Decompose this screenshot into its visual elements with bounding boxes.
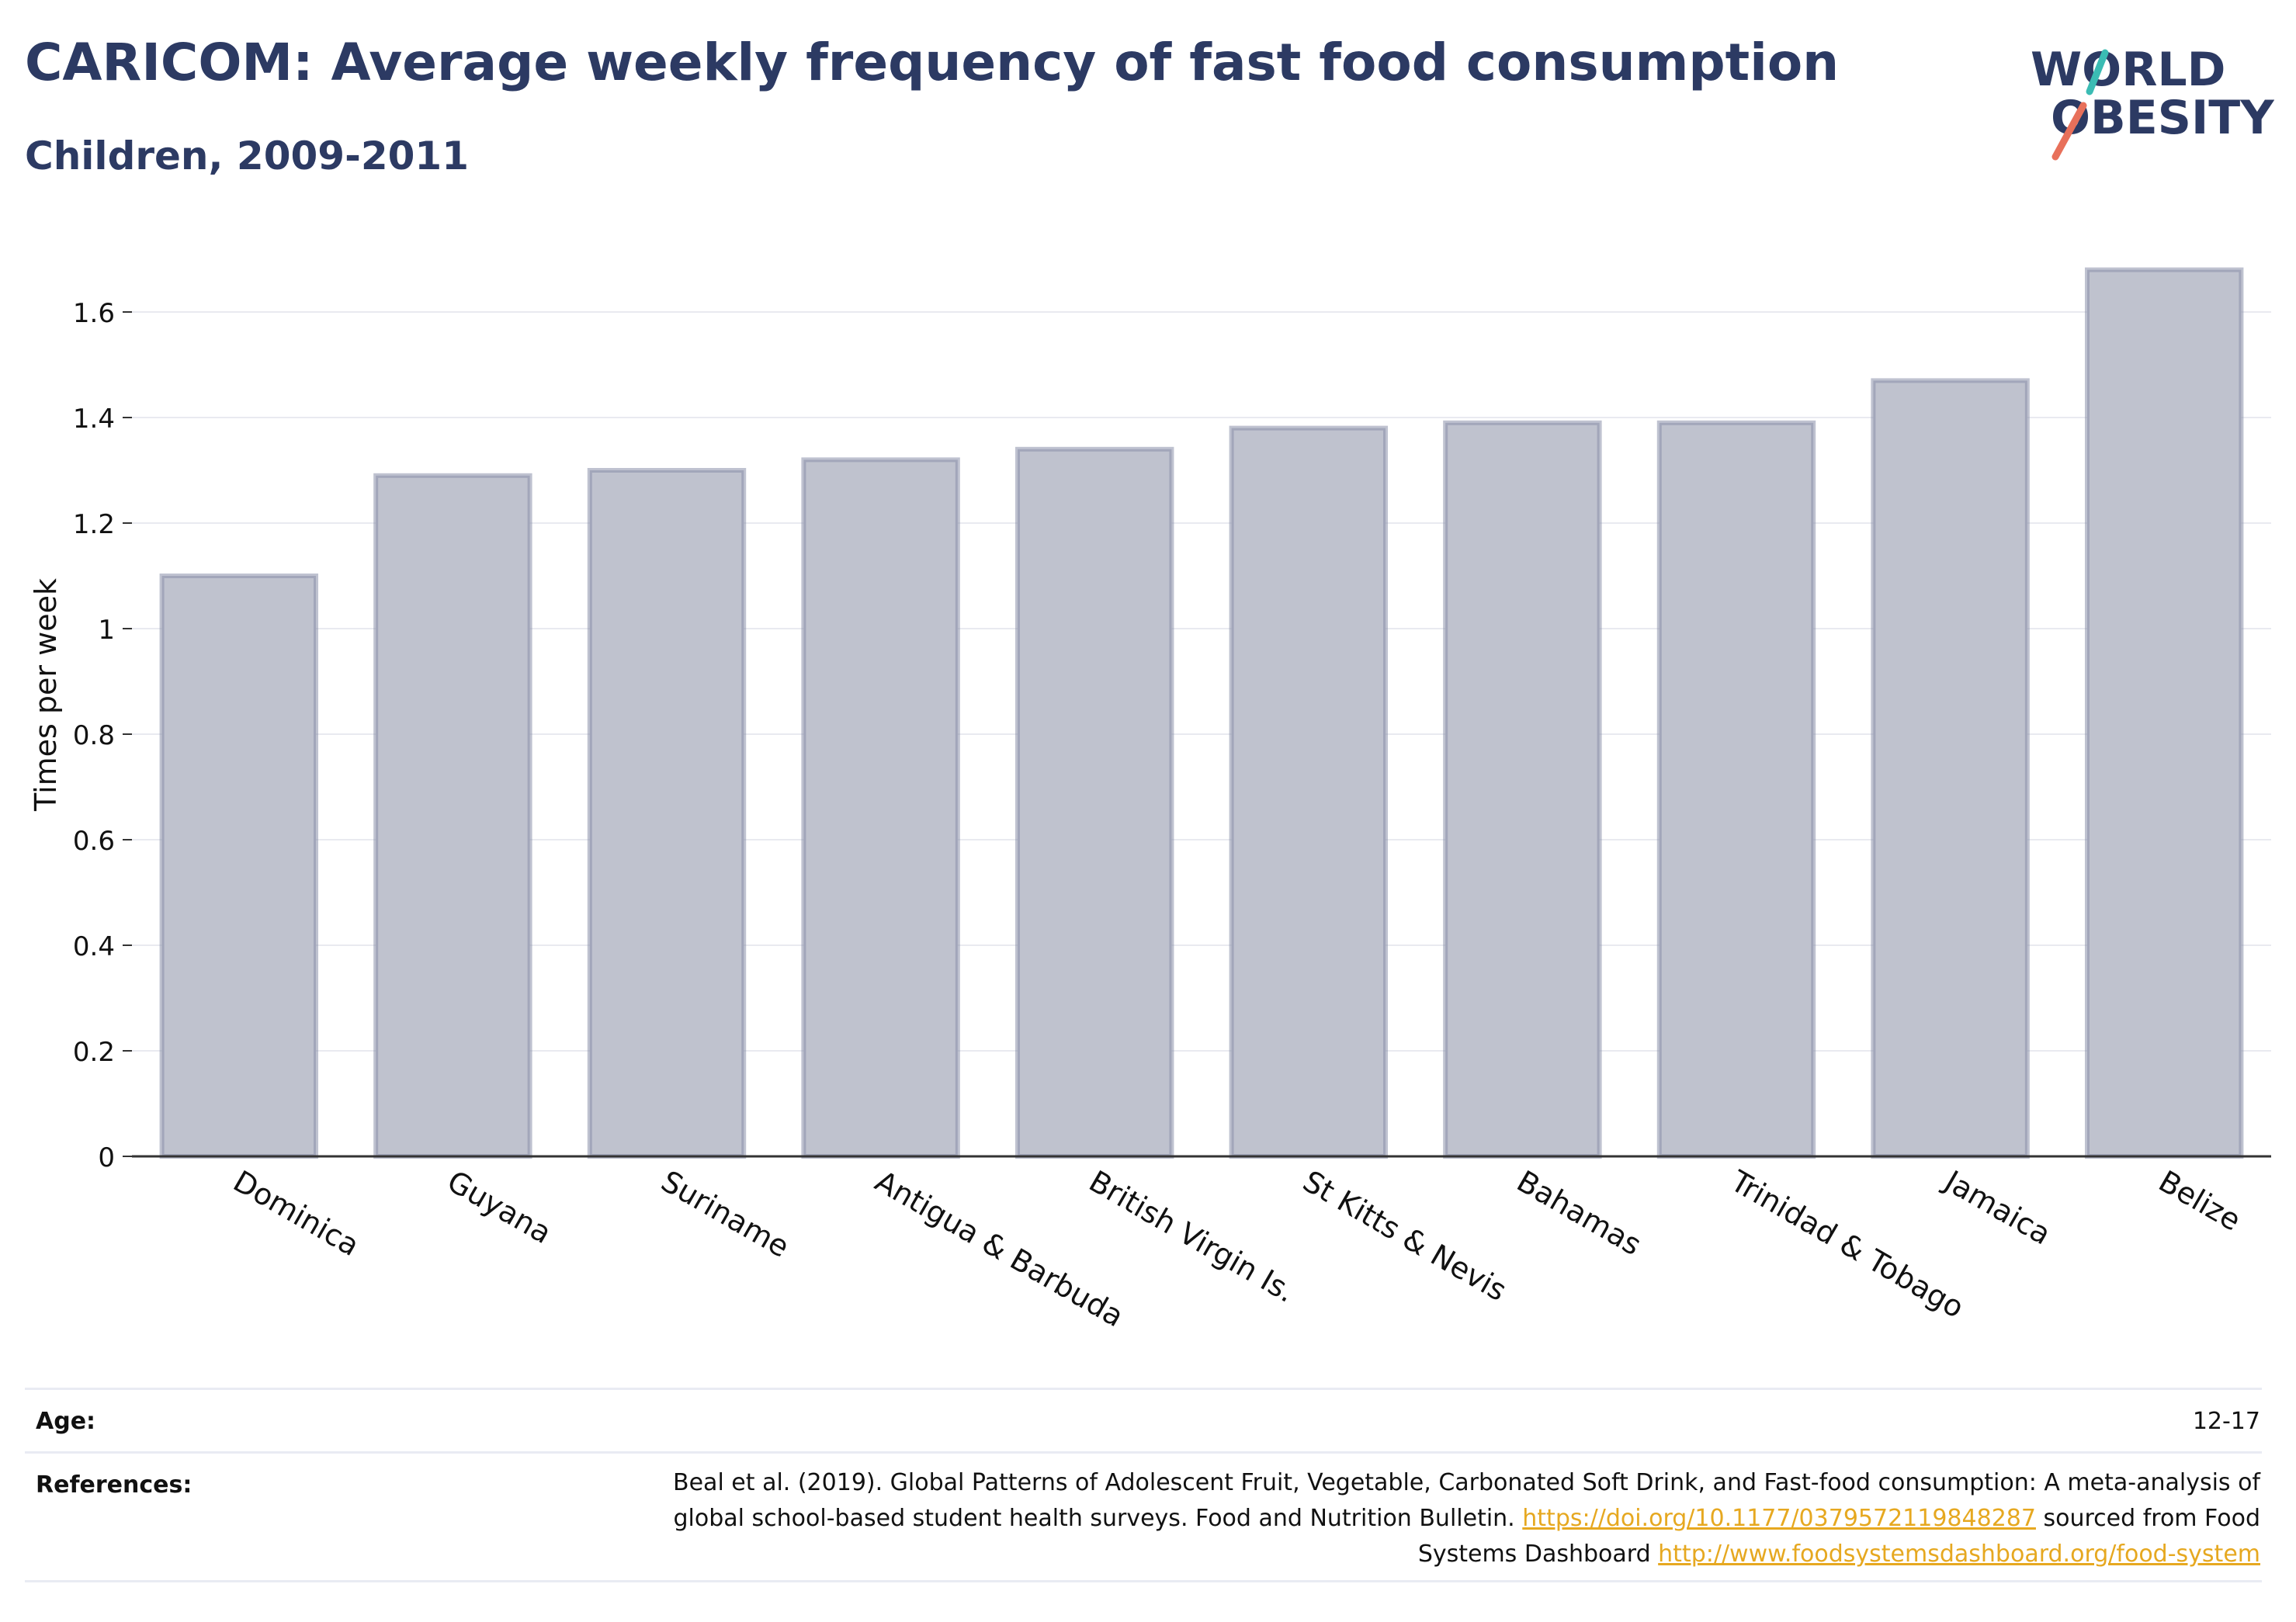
- chart-title: CARICOM: Average weekly frequency of fas…: [25, 33, 1840, 92]
- bar: [159, 574, 319, 1159]
- bar: [1229, 425, 1389, 1159]
- y-tick-label: 1.2: [73, 509, 115, 540]
- y-tick-label: 0.2: [73, 1037, 115, 1068]
- bar: [1014, 446, 1174, 1159]
- bar: [2084, 267, 2244, 1159]
- x-tick-label: Guyana: [442, 1164, 557, 1250]
- age-label: Age:: [36, 1408, 96, 1435]
- world-obesity-logo: WORLD OBESITY: [2031, 43, 2274, 161]
- chart-subtitle: Children, 2009-2011: [25, 133, 469, 178]
- y-tick-label: 0.8: [73, 720, 115, 751]
- logo-slash-bottom: [2051, 102, 2087, 161]
- bar: [801, 457, 960, 1159]
- y-tick-label: 0.4: [73, 931, 115, 962]
- bar: [1871, 378, 2030, 1159]
- x-tick-labels: Dominica Guyana Suriname Antigua & BarbudaB…: [227, 1163, 2246, 1334]
- references-citation: Beal et al. (2019). Global Patterns of A…: [673, 1469, 2260, 1532]
- x-tick-label: Belize: [2153, 1164, 2247, 1238]
- references-text: Beal et al. (2019). Global Patterns of A…: [630, 1465, 2260, 1572]
- bar: [1443, 420, 1602, 1159]
- x-tick-label: St Kitts & Nevis: [1297, 1164, 1512, 1308]
- y-axis-label: Times per week: [29, 578, 63, 812]
- footer-divider-bottom: [25, 1580, 2262, 1582]
- age-value: 12-17: [2192, 1408, 2260, 1435]
- bar: [373, 473, 532, 1159]
- logo-line2: OBESITY: [2051, 91, 2274, 145]
- references-label: References:: [36, 1471, 192, 1499]
- x-tick-label: Trinidad & Tobago: [1725, 1163, 1970, 1325]
- doi-link[interactable]: https://doi.org/10.1177/0379572119848287: [1522, 1505, 2036, 1532]
- bar-chart: 0 0.2 0.4 0.6 0.8 1 1.2 1.4 1.6 Dominica Guyana Su…: [29, 267, 2271, 1334]
- bars: [159, 267, 2244, 1159]
- x-tick-label: Jamaica: [1937, 1163, 2056, 1252]
- dashboard-link[interactable]: http://www.foodsystemsdashboard.org/food…: [1658, 1541, 2260, 1568]
- y-tick-label: 1.4: [73, 404, 115, 435]
- logo-slash-top: [2086, 49, 2109, 95]
- x-tick-label: Bahamas: [1511, 1164, 1647, 1263]
- footer-divider-top: [25, 1388, 2262, 1390]
- y-tick-label: 1: [98, 615, 115, 646]
- references-source: sourced from Food Systems Dashboard: [1417, 1505, 2260, 1568]
- y-tick-label: 0.6: [73, 826, 115, 857]
- bar: [587, 468, 747, 1159]
- logo-line1: WORLD: [2031, 43, 2225, 97]
- x-tick-label: British Virgin Is.: [1084, 1164, 1301, 1309]
- y-tick-labels: 0 0.2 0.4 0.6 0.8 1 1.2 1.4 1.6: [73, 298, 115, 1173]
- x-tick-label: Suriname: [656, 1164, 796, 1264]
- x-tick-label: Dominica: [227, 1164, 365, 1263]
- y-tick-label: 1.6: [73, 298, 115, 329]
- bar: [1656, 420, 1816, 1159]
- y-tick-label: 0: [98, 1142, 115, 1173]
- footer-divider-middle: [25, 1451, 2262, 1454]
